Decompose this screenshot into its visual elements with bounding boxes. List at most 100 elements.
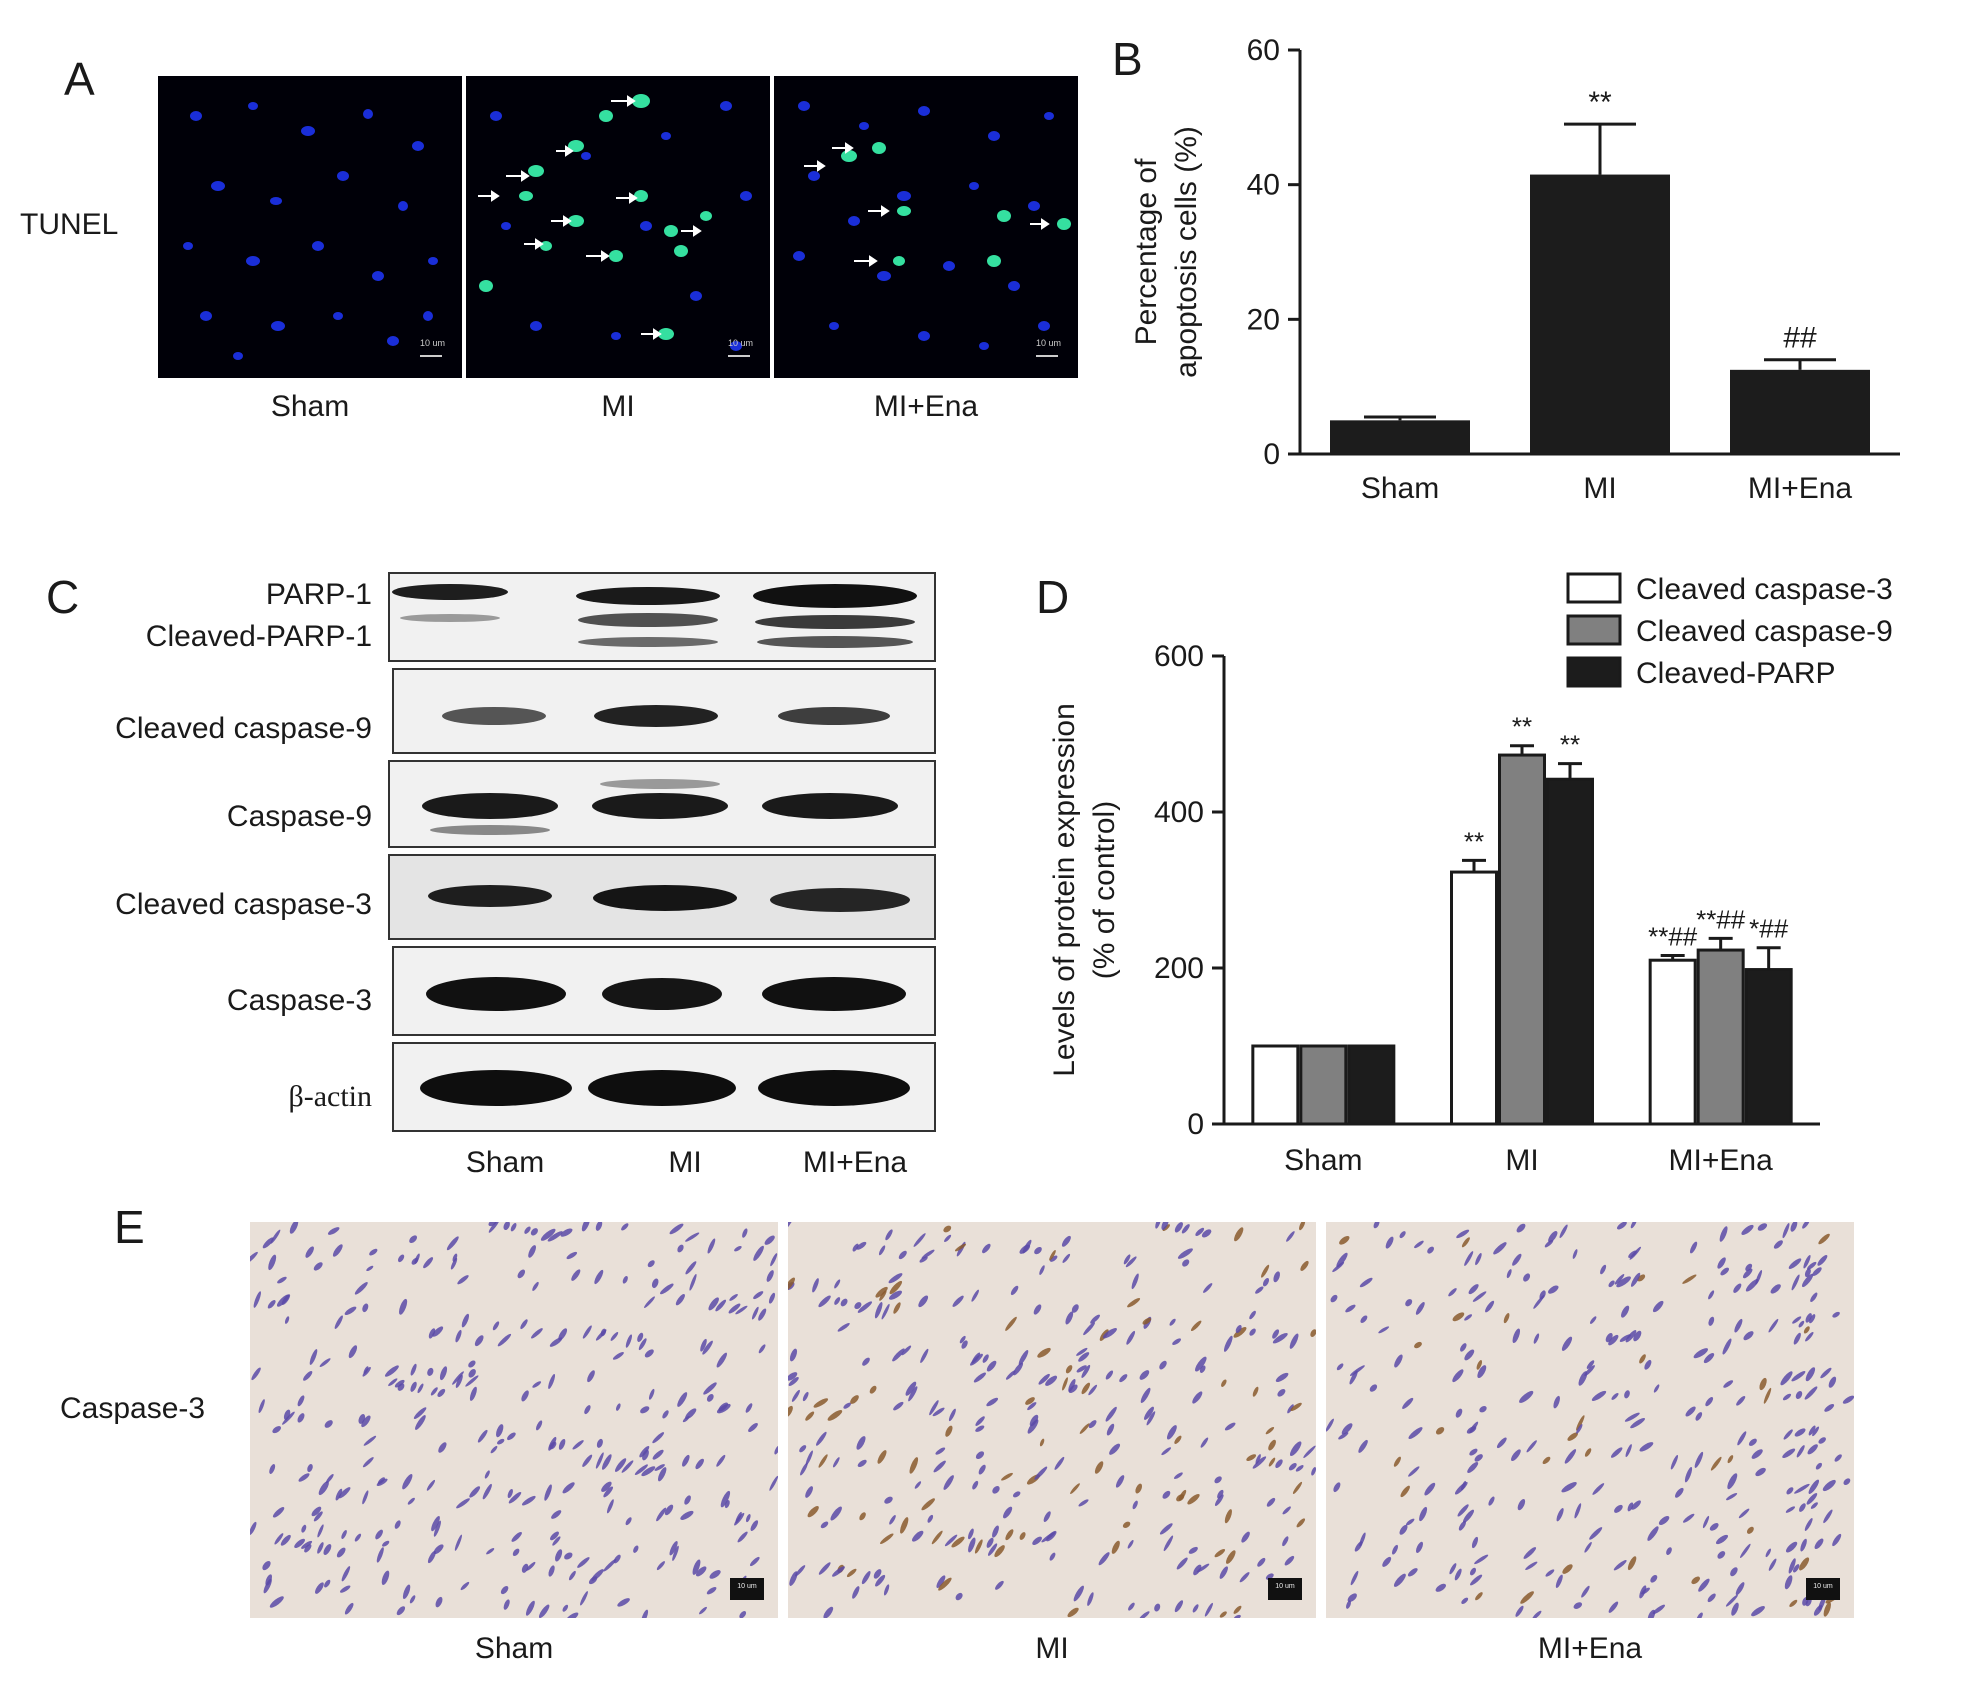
nucleus — [1515, 1605, 1524, 1617]
bar-cleaved-caspase-3-mi-ena — [1648, 958, 1697, 1126]
stained-nucleus — [1094, 1461, 1104, 1474]
nucleus — [968, 1537, 976, 1553]
stained-nucleus — [1081, 1382, 1091, 1395]
nucleus — [758, 1308, 767, 1321]
nucleus — [1088, 1420, 1097, 1429]
stained-nucleus — [1682, 1274, 1697, 1284]
nucleus — [1249, 1310, 1256, 1320]
stained-nucleus — [827, 1410, 843, 1421]
nucleus — [857, 1301, 873, 1313]
nucleus — [1810, 1292, 1818, 1303]
nucleus — [640, 1406, 650, 1414]
nucleus — [737, 1531, 748, 1543]
nucleus — [1399, 1231, 1406, 1239]
nucleus — [384, 1365, 399, 1377]
nucleus — [548, 1373, 556, 1390]
nucleus — [1078, 1499, 1089, 1507]
nucleus — [311, 1506, 322, 1517]
nucleus — [548, 1565, 555, 1577]
nucleus — [1475, 1253, 1482, 1266]
stained-nucleus — [1039, 1438, 1045, 1447]
nucleus — [1286, 1231, 1295, 1242]
y-axis-label-line1: Levels of protein expression — [1048, 703, 1081, 1077]
nucleus — [1115, 1475, 1125, 1488]
nucleus — [452, 1371, 464, 1385]
nucleus — [1038, 1373, 1050, 1385]
nucleus — [820, 1521, 829, 1529]
nucleus — [1043, 1511, 1051, 1522]
nucleus — [639, 1445, 650, 1458]
nucleus — [1485, 1300, 1495, 1313]
chart-b: 0 20 40 60 Percentage of apoptosis cells (%) S… — [1130, 34, 1900, 505]
nucleus — [455, 1374, 463, 1388]
nucleus — [1553, 1395, 1560, 1409]
nucleus — [1326, 1418, 1334, 1432]
nucleus — [1464, 1251, 1474, 1266]
nucleus — [277, 1276, 287, 1284]
nucleus — [510, 1223, 517, 1232]
nucleus — [1464, 1314, 1473, 1321]
nucleus — [1809, 1314, 1816, 1324]
nucleus — [430, 1387, 438, 1396]
nucleus — [1743, 1331, 1754, 1341]
nucleus — [695, 1458, 704, 1470]
stained-nucleus — [1452, 1312, 1465, 1322]
stained-nucleus — [1461, 1237, 1470, 1248]
stained-nucleus — [1261, 1264, 1270, 1278]
nucleus — [1574, 1503, 1582, 1519]
nucleus — [715, 1299, 727, 1312]
nucleus — [1751, 1449, 1763, 1459]
nucleus — [1703, 1353, 1715, 1364]
nucleus — [1828, 1376, 1837, 1388]
nucleus — [1796, 1445, 1805, 1458]
legend-swatch — [1566, 656, 1622, 688]
nucleus — [675, 1294, 685, 1306]
nucleus — [409, 1595, 416, 1604]
nucleus — [1564, 1449, 1577, 1464]
nucleus — [363, 1435, 377, 1446]
nucleus — [468, 1369, 476, 1378]
nucleus — [834, 1297, 841, 1305]
nucleus — [601, 1481, 612, 1492]
nucleus — [898, 1250, 907, 1260]
nucleus — [955, 1592, 963, 1601]
nucleus — [1054, 1456, 1065, 1470]
nucleus — [1591, 1390, 1607, 1401]
nucleus — [1525, 1561, 1538, 1570]
stained-nucleus — [1234, 1227, 1244, 1242]
nucleus — [1805, 1367, 1816, 1382]
nucleus — [1350, 1570, 1359, 1586]
bar-cleaved-parp-sham — [1347, 1044, 1396, 1126]
nucleus — [689, 1273, 697, 1291]
nucleus — [303, 1371, 313, 1381]
nucleus — [1666, 1547, 1672, 1555]
nucleus — [753, 1291, 764, 1300]
nucleus — [526, 1561, 536, 1571]
nucleus — [929, 1400, 939, 1416]
nucleus — [582, 1454, 593, 1467]
nucleus — [1005, 1370, 1016, 1380]
stained-nucleus — [807, 1505, 819, 1518]
nucleus — [1159, 1523, 1173, 1535]
nucleus — [1081, 1364, 1091, 1378]
nucleus — [1408, 1427, 1423, 1439]
nucleus — [1013, 1491, 1021, 1498]
nucleus — [986, 1360, 997, 1372]
nucleus — [1013, 1362, 1024, 1376]
nucleus — [1684, 1467, 1693, 1483]
nucleus — [788, 1372, 798, 1381]
nucleus — [1049, 1255, 1058, 1262]
nucleus — [376, 1547, 384, 1563]
nucleus — [802, 1391, 809, 1402]
stained-nucleus — [850, 1395, 859, 1404]
nucleus — [920, 1348, 929, 1364]
nucleus — [250, 1251, 258, 1264]
nucleus — [289, 1222, 299, 1234]
panel-letter-b: B — [1112, 33, 1143, 85]
nucleus — [1373, 1222, 1380, 1229]
blot-cleaved-caspase-9 — [392, 668, 936, 754]
stained-nucleus — [1079, 1423, 1090, 1434]
nucleus — [313, 1262, 323, 1271]
nucleus — [304, 1544, 312, 1553]
nucleus — [972, 1480, 979, 1490]
